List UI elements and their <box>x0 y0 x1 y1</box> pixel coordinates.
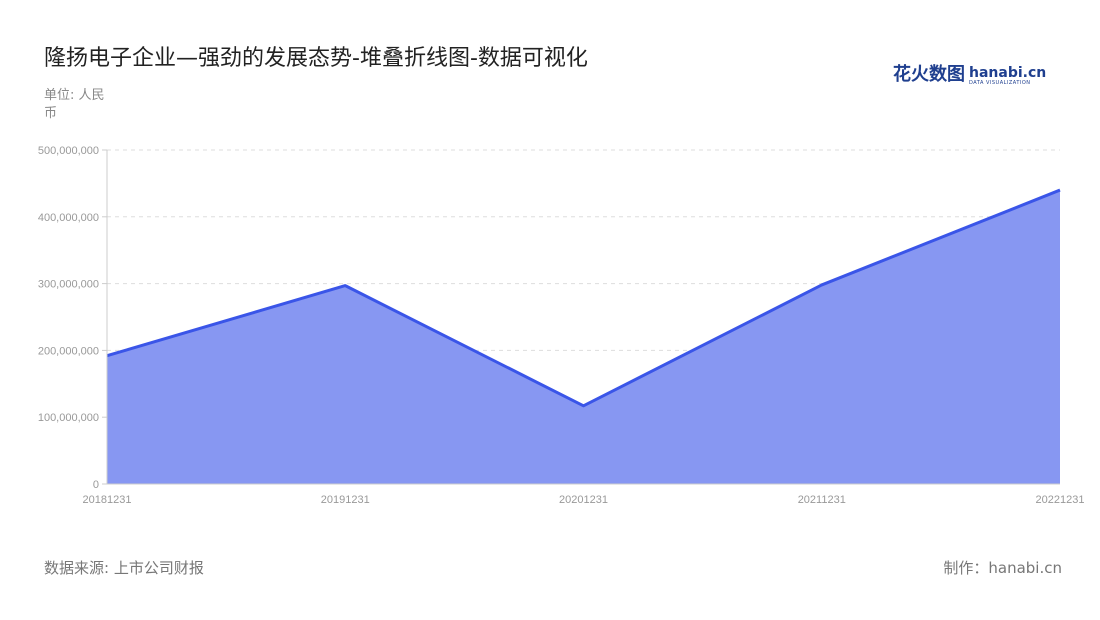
data-source: 数据来源: 上市公司财报 <box>44 559 204 577</box>
logo-en: hanabi.cn <box>969 65 1047 81</box>
x-tick-label: 20201231 <box>559 494 608 506</box>
y-tick-label: 200,000,000 <box>38 345 99 357</box>
x-tick-label: 20221231 <box>1036 494 1085 506</box>
x-tick-label: 20211231 <box>798 494 846 506</box>
credit: 制作：hanabi.cn <box>943 559 1062 577</box>
x-tick-label: 20191231 <box>321 494 370 506</box>
unit-label: 单位: 人民币 <box>44 88 105 121</box>
y-tick-label: 100,000,000 <box>38 412 99 424</box>
x-tick-label: 20181231 <box>83 494 132 506</box>
y-tick-label: 400,000,000 <box>38 212 99 224</box>
logo-sub: DATA VISUALIZATION <box>969 80 1031 86</box>
logo-cn: 花火数图 <box>893 64 965 85</box>
series-line <box>106 188 1061 408</box>
chart-title: 隆扬电子企业—强劲的发展态势-堆叠折线图-数据可视化 <box>44 46 588 71</box>
y-tick-label: 500,000,000 <box>38 145 99 157</box>
y-tick-label: 300,000,000 <box>38 279 99 291</box>
y-tick-label: 0 <box>93 479 99 491</box>
hanabi-logo: 花火数图 hanabi.cn DATA VISUALIZATION <box>893 60 1046 86</box>
area-fill <box>107 190 1060 484</box>
